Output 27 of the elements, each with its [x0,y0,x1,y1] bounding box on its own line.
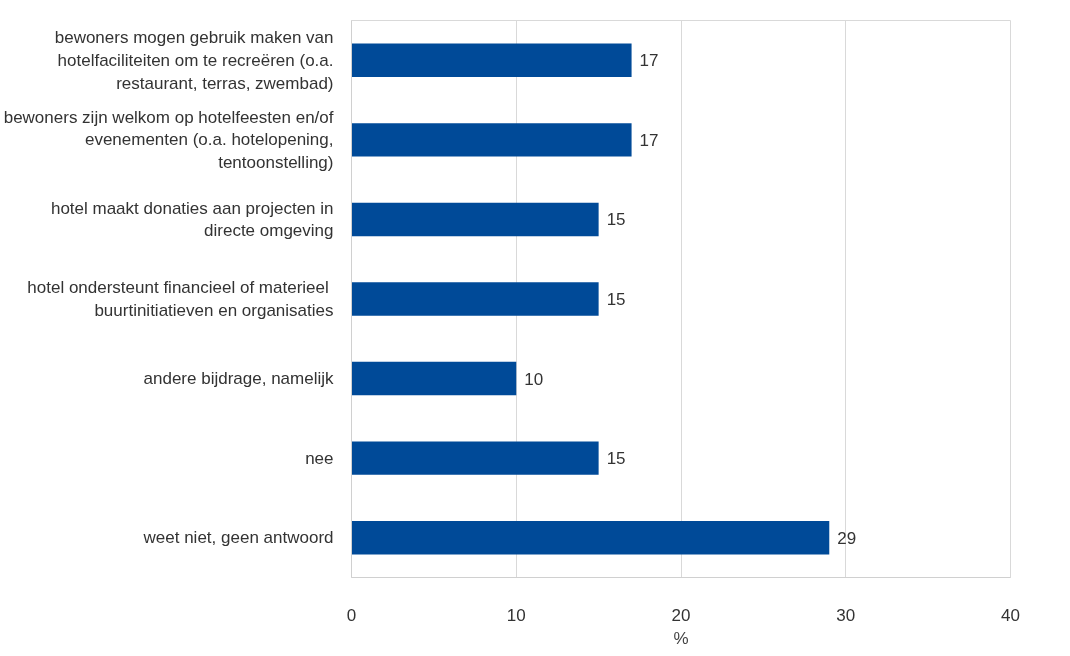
data-label: 29 [837,528,857,548]
y-tick-label: nee [305,448,334,468]
data-label: 10 [524,369,544,389]
bar [351,282,599,316]
x-tick-label: 40 [1001,605,1020,625]
y-tick-label: weet niet, geen antwoord [142,528,334,548]
x-tick-label: 10 [506,605,526,625]
data-label: 15 [606,210,626,230]
data-label: 15 [606,290,626,309]
x-tick-label: 20 [671,605,691,625]
bar [351,43,632,77]
x-tick-label: 0 [346,605,357,625]
bar [351,521,830,555]
y-tick-label: andere bijdrage, namelijk [143,369,334,389]
y-tick-label: bewoners mogen gebruik maken van hotelfaciliteiten om te recreëren (o.a. restaurant, terras, zwembad) [54,27,334,93]
bar [351,361,517,396]
bar [351,202,599,237]
data-label: 17 [639,51,659,71]
y-tick-label: hotel maakt donaties aan projecten in directe omgeving [50,198,334,241]
x-tick-label: 30 [836,605,856,625]
bar [351,441,599,475]
bar [351,123,632,157]
y-tick-label: hotel ondersteunt financieel of materieel buurtinitiatieven en organisaties [27,278,334,320]
y-tick-label: bewoners zijn welkom op hotelfeesten en/of evenementen (o.a. hotelopening, tentoonstelling) [3,107,334,173]
data-label: 17 [639,130,659,150]
x-axis-title: % [673,628,689,648]
data-label: 15 [606,449,626,469]
